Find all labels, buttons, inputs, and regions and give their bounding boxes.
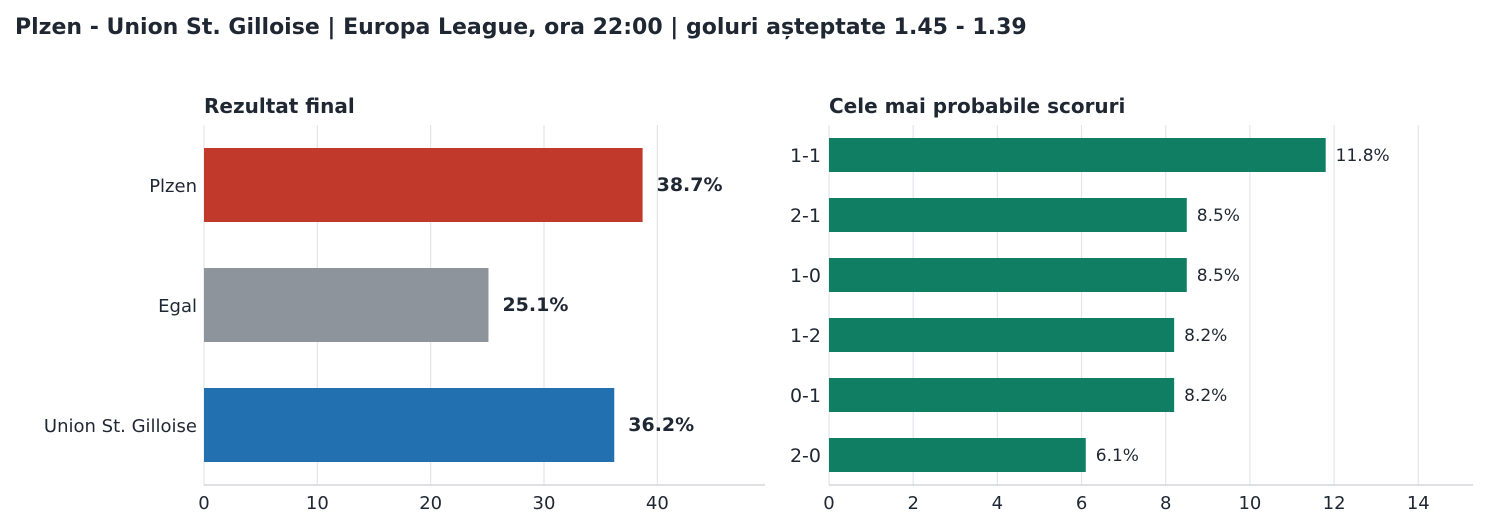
x-tick-label: 0 bbox=[198, 493, 209, 514]
chart-likely-scores: Cele mai probabile scoruri 0 2 4 6 8 10 12 14 11… bbox=[790, 94, 1473, 514]
bar bbox=[829, 318, 1175, 352]
y-tick-label: 0-1 bbox=[790, 385, 821, 407]
x-tick-label: 10 bbox=[306, 493, 329, 514]
bar bbox=[829, 438, 1086, 472]
x-tick-label: 14 bbox=[1407, 493, 1430, 514]
y-tick-label: 1-1 bbox=[790, 145, 821, 167]
bar-value-label: 11.8% bbox=[1336, 146, 1390, 166]
chart-title: Rezultat final bbox=[204, 94, 355, 118]
bar-value-label: 8.2% bbox=[1184, 326, 1227, 346]
bar-value-label: 36.2% bbox=[628, 414, 694, 436]
figure-title: Plzen - Union St. Gilloise | Europa Leag… bbox=[15, 15, 1027, 40]
bar bbox=[204, 268, 489, 342]
x-tick-label: 10 bbox=[1238, 493, 1261, 514]
x-tick-label: 2 bbox=[907, 493, 918, 514]
chart-final-result: Rezultat final 0 10 20 30 40 38.7% Plzen 25.1% E… bbox=[44, 94, 765, 514]
bar bbox=[204, 148, 643, 222]
x-tick-label: 40 bbox=[646, 493, 669, 514]
bar-value-label: 8.2% bbox=[1184, 386, 1227, 406]
x-tick-label: 6 bbox=[1076, 493, 1087, 514]
y-tick-label: Plzen bbox=[149, 176, 197, 197]
bar-value-label: 8.5% bbox=[1197, 266, 1240, 286]
x-tick-label: 12 bbox=[1323, 493, 1346, 514]
bar-value-label: 6.1% bbox=[1096, 446, 1139, 466]
bar-value-label: 8.5% bbox=[1197, 206, 1240, 226]
y-tick-label: 2-0 bbox=[790, 445, 821, 467]
x-tick-label: 4 bbox=[992, 493, 1003, 514]
bar bbox=[829, 198, 1187, 232]
bar bbox=[829, 138, 1326, 172]
x-tick-label: 30 bbox=[533, 493, 556, 514]
bar bbox=[829, 378, 1175, 412]
y-tick-label: 1-0 bbox=[790, 265, 821, 287]
y-tick-label: Egal bbox=[158, 296, 197, 317]
y-tick-label: Union St. Gilloise bbox=[44, 416, 197, 437]
x-tick-label: 8 bbox=[1160, 493, 1171, 514]
x-tick-label: 0 bbox=[823, 493, 834, 514]
x-tick-label: 20 bbox=[419, 493, 442, 514]
chart-title: Cele mai probabile scoruri bbox=[829, 94, 1125, 118]
y-tick-label: 2-1 bbox=[790, 205, 821, 227]
bar bbox=[829, 258, 1187, 292]
bar bbox=[204, 388, 615, 462]
bar-value-label: 25.1% bbox=[502, 294, 568, 316]
y-tick-label: 1-2 bbox=[790, 325, 821, 347]
bar-value-label: 38.7% bbox=[657, 174, 723, 196]
